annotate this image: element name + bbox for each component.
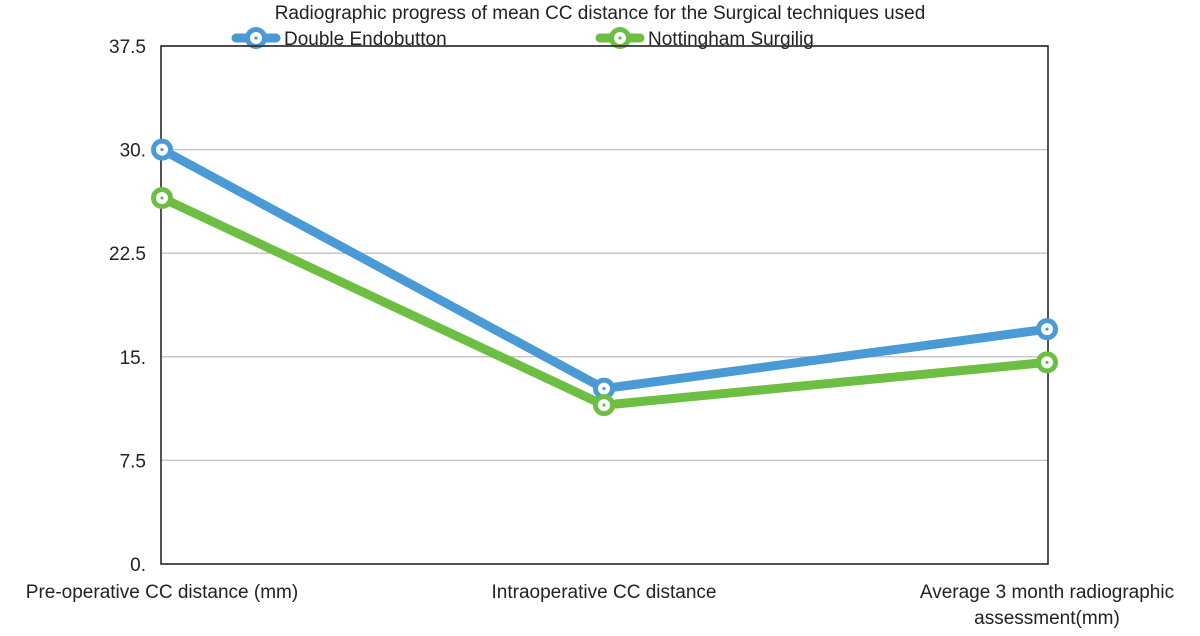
series-group — [151, 138, 1058, 417]
legend-label: Double Endobutton — [284, 29, 447, 50]
x-tick-label-line: Intraoperative CC distance — [492, 582, 717, 603]
legend-swatch-center — [618, 36, 622, 40]
axes — [160, 45, 1049, 565]
data-point-center — [160, 196, 164, 200]
y-tick-label: 0. — [130, 555, 146, 576]
chart-title: Radiographic progress of mean CC distanc… — [275, 3, 926, 24]
legend-item: Double Endobutton — [231, 27, 447, 50]
series-double-endobutton — [151, 138, 1058, 400]
series-line — [157, 193, 1052, 410]
data-point-center — [1045, 360, 1049, 364]
data-point-center — [160, 148, 164, 152]
x-tick-label: Pre-operative CC distance (mm) — [26, 582, 298, 603]
x-tick-label-line: assessment(mm) — [974, 608, 1120, 629]
y-tick-labels: 0. 7.5 15. 22.5 30. 37.5 — [109, 37, 146, 576]
x-tick-label: Average 3 month radiographic assessment(m… — [920, 582, 1174, 629]
x-tick-labels: Pre-operative CC distance (mm) Intraopera… — [26, 582, 1174, 629]
y-tick-label: 22.5 — [109, 244, 146, 265]
x-tick-label: Intraoperative CC distance — [492, 582, 717, 603]
series-nottingham-surgilig — [151, 186, 1058, 417]
x-tick-label-line: Pre-operative CC distance (mm) — [26, 582, 298, 603]
y-tick-label: 7.5 — [120, 451, 146, 472]
legend-swatch-center — [254, 36, 258, 40]
x-tick-label-line: Average 3 month radiographic — [920, 582, 1174, 603]
plot-frame — [160, 45, 1049, 565]
y-tick-label: 15. — [120, 348, 146, 369]
series-line — [157, 145, 1052, 394]
data-point-center — [602, 403, 606, 407]
y-tick-label: 37.5 — [109, 37, 146, 58]
y-tick-label: 30. — [120, 141, 146, 162]
data-point-center — [1045, 327, 1049, 331]
legend: Double Endobutton Nottingham Surgilig — [231, 27, 814, 50]
legend-item: Nottingham Surgilig — [595, 27, 814, 50]
data-point-center — [602, 386, 606, 391]
legend-label: Nottingham Surgilig — [648, 29, 814, 50]
